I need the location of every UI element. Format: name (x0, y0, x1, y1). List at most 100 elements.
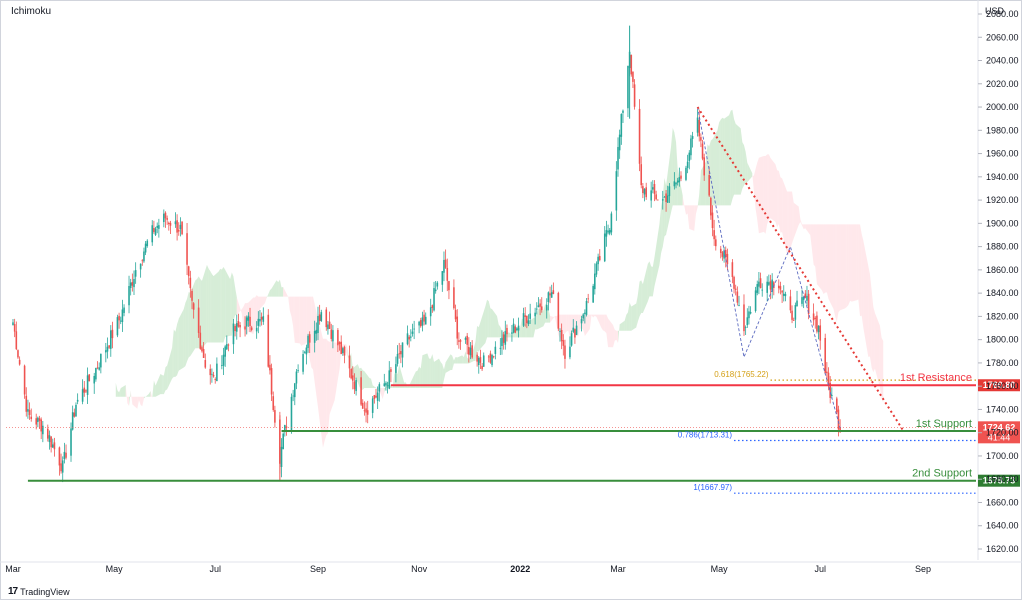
cloud-segment (150, 391, 153, 398)
candle-body (153, 227, 155, 233)
cloud-segment (636, 294, 638, 328)
x-tick-label: Mar (5, 564, 21, 574)
candle-body (471, 345, 473, 358)
candle-body (675, 182, 677, 185)
candle-body (189, 277, 192, 289)
cloud-segment (143, 393, 149, 399)
candle-body (169, 222, 172, 226)
cloud-segment (682, 195, 685, 206)
y-tick-label: 2020.00 (986, 79, 1019, 89)
candle-body (715, 239, 717, 247)
candle-body (421, 317, 424, 326)
countdown-text: 41:44 (988, 432, 1011, 442)
candle-body (48, 435, 51, 443)
cloud-segment (231, 272, 234, 336)
candle-body (395, 364, 397, 373)
candle-body (759, 278, 762, 289)
x-tick-label: May (106, 564, 124, 574)
cloud-segment (410, 371, 416, 388)
cloud-segment (357, 364, 360, 387)
candle-body (411, 331, 414, 334)
cloud-segment (221, 267, 224, 343)
candle-body (782, 293, 785, 296)
candle-body (710, 197, 712, 216)
candle-body (703, 157, 706, 176)
candle-body (691, 136, 694, 139)
candle-body (448, 281, 450, 291)
candle-body (595, 263, 598, 275)
cloud-segment (462, 355, 464, 364)
cloud-segment (823, 224, 826, 295)
cloud-segment (763, 155, 766, 234)
candle-body (731, 262, 734, 277)
candle-body (302, 354, 304, 372)
candle-body (607, 230, 609, 233)
candle-body (245, 317, 248, 327)
candle-body (239, 324, 241, 328)
candle-body (511, 332, 513, 334)
cloud-segment (167, 347, 173, 390)
tradingview-logo[interactable]: 17 TradingView (8, 586, 70, 597)
candle-body (15, 331, 18, 350)
candle-body (244, 326, 246, 330)
cloud-segment (188, 292, 191, 358)
candle-body (499, 347, 502, 349)
cloud-segment (490, 308, 493, 338)
candle-body (444, 259, 447, 268)
candle-body (108, 345, 110, 348)
candle-body (226, 344, 228, 350)
cloud-segment (132, 396, 138, 409)
cloud-segment (313, 296, 315, 383)
cloud-segment (647, 261, 650, 302)
candle-body (748, 311, 750, 319)
candle-body (30, 416, 33, 420)
cloud-segment (241, 306, 244, 329)
cloud-segment (732, 109, 735, 200)
candle-body (418, 321, 420, 326)
y-tick-label: 2000.00 (986, 102, 1019, 112)
logo-text: TradingView (20, 586, 70, 597)
cloud-segment (255, 295, 257, 329)
cloud-segment (594, 314, 597, 317)
candle-body (580, 319, 583, 324)
candle-body (791, 310, 793, 320)
candle-body (656, 199, 659, 201)
candle-body (27, 409, 29, 412)
candle-body (468, 346, 470, 355)
cloud-segment (492, 309, 498, 338)
candle-body (134, 270, 137, 277)
candle-body (527, 320, 530, 325)
fib-label: 0.618(1765.22) (714, 370, 769, 379)
cloud-segment (304, 296, 307, 345)
candle-body (836, 398, 838, 413)
cloud-segment (743, 145, 746, 186)
y-tick-label: 1920.00 (986, 195, 1019, 205)
candle-body (792, 320, 795, 321)
cloud-segment (810, 224, 812, 250)
cloud-segment (616, 330, 619, 344)
cloud-segment (508, 332, 511, 338)
cloud-segment (533, 317, 536, 338)
cloud-segment (816, 224, 822, 291)
y-tick-label: 1900.00 (986, 218, 1019, 228)
cloud-segment (666, 146, 672, 235)
cloud-segment (317, 318, 323, 448)
candle-body (70, 428, 72, 456)
cloud-segment (177, 318, 179, 376)
candle-body (794, 305, 797, 320)
candle-body (423, 314, 425, 322)
cloud-segment (419, 366, 421, 388)
cloud-segment (259, 296, 265, 309)
candle-body (688, 152, 691, 161)
cloud-segment (765, 154, 768, 234)
cloud-segment (689, 205, 695, 231)
cloud-segment (213, 271, 219, 343)
cloud-segment (125, 385, 128, 404)
candle-body (164, 212, 167, 219)
cloud-segment (608, 318, 614, 348)
y-tick-label: 1880.00 (986, 242, 1019, 252)
candle-body (375, 395, 377, 398)
candle-body (781, 290, 783, 293)
